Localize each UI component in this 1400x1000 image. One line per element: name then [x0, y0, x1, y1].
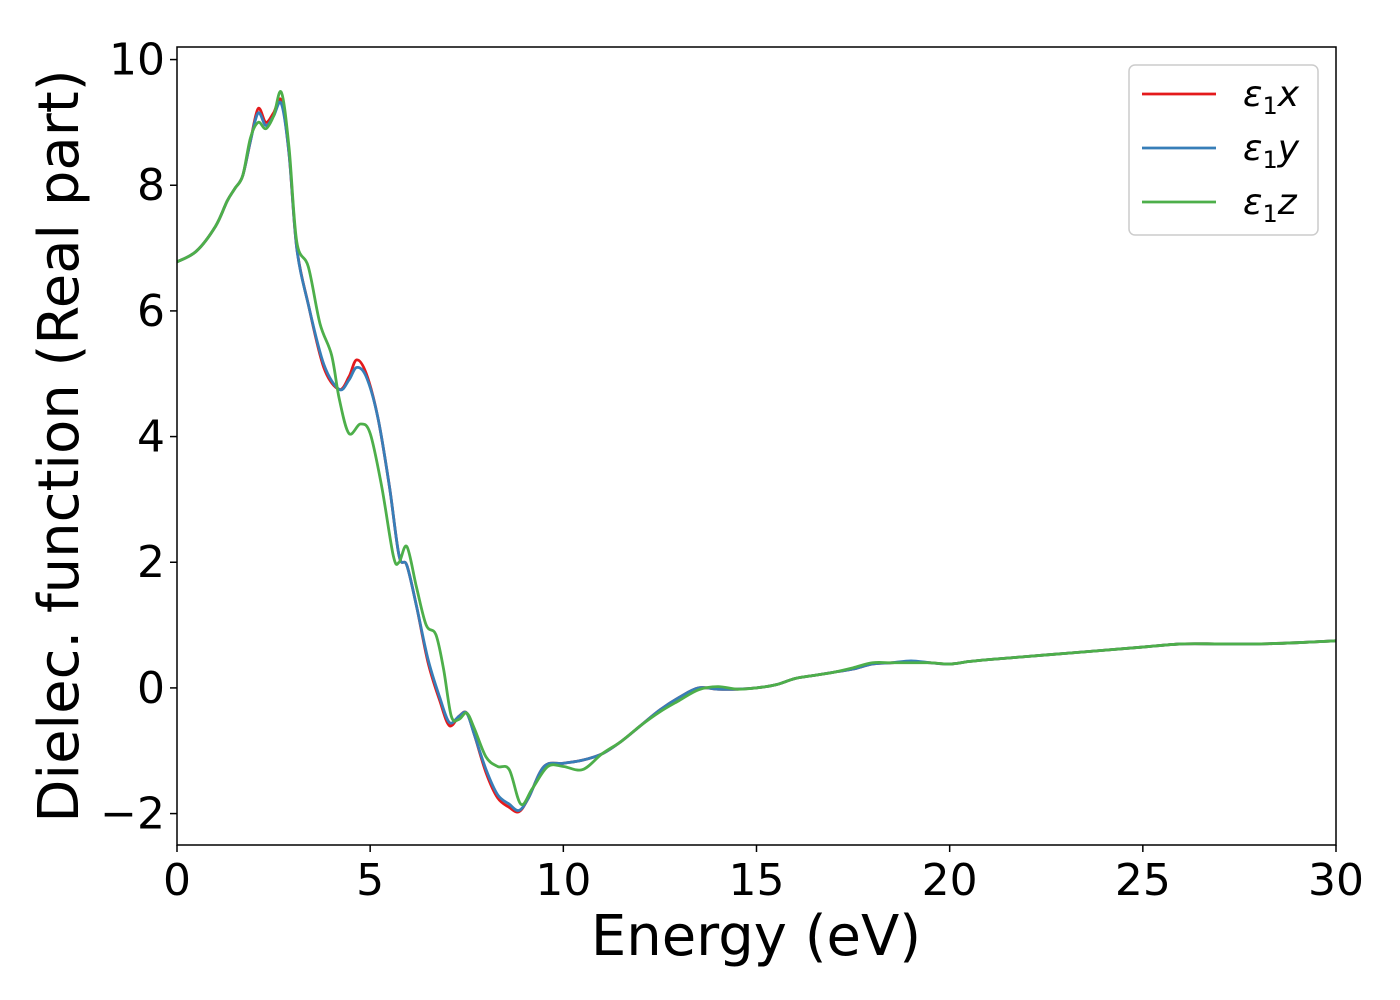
x-axis-label: Energy (eV): [591, 904, 921, 969]
series-group: [177, 90, 1336, 814]
y-tick-label: 6: [137, 286, 165, 337]
x-tick-label: 15: [729, 855, 785, 906]
legend: ε1x ε1y ε1z: [1128, 64, 1319, 236]
y-tick-label: 8: [137, 160, 165, 211]
y-tick-label: −2: [100, 789, 165, 840]
x-tick-label: 30: [1308, 855, 1364, 906]
y-axis-label: Dielec. function (Real part): [27, 69, 92, 822]
x-tick-label: 10: [535, 855, 591, 906]
y-axis-ticks: −2 0 2 4 6 8 10: [100, 35, 177, 840]
series-line-z: [177, 90, 1336, 807]
x-tick-label: 0: [163, 855, 191, 906]
y-tick-label: 4: [137, 412, 165, 463]
legend-label-y: ε1y: [1243, 128, 1300, 174]
x-axis-ticks: 0 5 10 15 20 25 30: [163, 845, 1364, 906]
plot-area: [176, 46, 1337, 846]
legend-box: [1128, 64, 1319, 236]
legend-label-z: ε1z: [1243, 182, 1298, 228]
legend-label-x: ε1x: [1243, 74, 1300, 120]
y-tick-label: 2: [137, 537, 165, 588]
x-tick-label: 25: [1115, 855, 1171, 906]
x-tick-label: 5: [356, 855, 384, 906]
x-tick-label: 20: [922, 855, 978, 906]
y-tick-label: 0: [137, 663, 165, 714]
y-tick-label: 10: [109, 35, 165, 86]
